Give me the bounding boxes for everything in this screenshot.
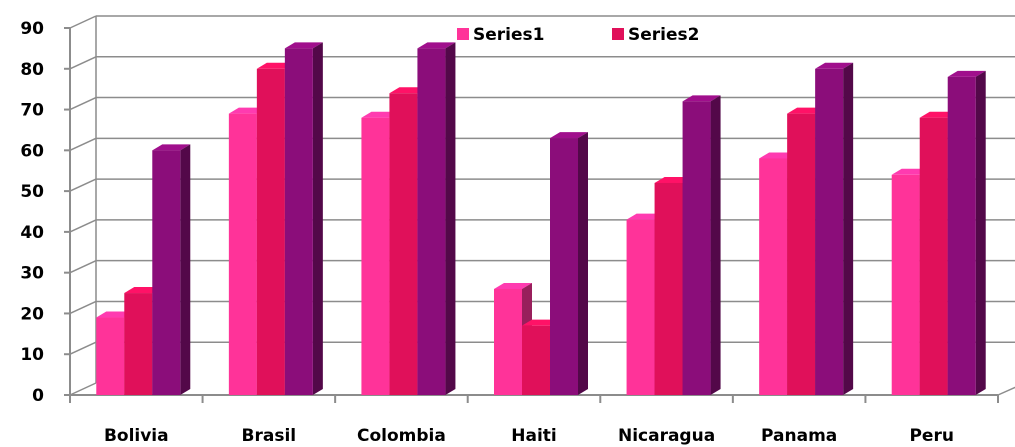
- x-tick-label: Panama: [761, 426, 837, 446]
- bar-front: [494, 288, 522, 395]
- bar-front: [124, 293, 153, 395]
- y-tick-label: 90: [20, 19, 44, 39]
- bar-front: [96, 317, 125, 395]
- bar-side: [445, 42, 456, 396]
- bar-nicaragua-3: [682, 95, 721, 396]
- bar-front: [522, 325, 550, 395]
- chart-bars: [96, 42, 986, 396]
- bar-front: [256, 68, 285, 396]
- y-tick-label: 0: [32, 386, 44, 406]
- bar-brasil-3: [284, 42, 323, 396]
- x-tick-label: Peru: [909, 426, 953, 446]
- bar-bolivia-3: [152, 144, 191, 395]
- bar-front: [919, 117, 948, 395]
- bar-haiti-3: [550, 132, 588, 395]
- y-tick-label: 80: [20, 60, 44, 80]
- y-tick-label: 10: [20, 345, 44, 365]
- bar-side: [975, 70, 986, 395]
- x-tick-label: Brasil: [242, 426, 297, 446]
- x-tick-label: Nicaragua: [618, 426, 715, 446]
- y-axis-labels: 0 10 20 30 40 50 60 70 80 90: [20, 19, 44, 406]
- bar-top: [815, 62, 854, 69]
- y-tick-label: 40: [20, 223, 44, 243]
- bar-top: [152, 144, 191, 151]
- wall-tick: [69, 341, 97, 355]
- bar-front: [152, 150, 181, 395]
- bar-front: [682, 101, 711, 396]
- bar-side: [312, 42, 323, 396]
- bar-top: [494, 282, 532, 289]
- wall-tick: [69, 259, 97, 274]
- bar-front: [626, 219, 655, 395]
- legend-label: Series2: [628, 25, 699, 45]
- bar-panama-3: [815, 62, 854, 396]
- bar-front: [759, 158, 788, 395]
- bar-front: [787, 113, 816, 395]
- legend-label: Series1: [473, 25, 544, 45]
- bar-side: [843, 62, 854, 396]
- bar-front: [228, 113, 257, 395]
- bar-top: [550, 132, 588, 139]
- y-tick-label: 50: [20, 182, 44, 202]
- wall-tick: [69, 300, 97, 315]
- x-tick-label: Bolivia: [104, 426, 169, 446]
- floor-edge: [997, 386, 1015, 396]
- bar-front: [654, 182, 683, 395]
- y-tick-label: 20: [20, 304, 44, 324]
- bar-peru-3: [947, 70, 986, 395]
- bar-colombia-3: [417, 42, 456, 396]
- y-tick-label: 60: [20, 141, 44, 161]
- wall-tick: [69, 56, 97, 70]
- bar-side: [180, 144, 191, 395]
- wall-tick: [69, 382, 97, 396]
- bar-front: [389, 93, 418, 395]
- x-axis-labels: Bolivia Brasil Colombia Haiti Nicaragua Panam…: [104, 426, 954, 446]
- wall-tick: [69, 137, 97, 152]
- x-tick-label: Colombia: [357, 426, 446, 446]
- x-tick-label: Haiti: [511, 426, 556, 446]
- bar-front: [284, 48, 313, 396]
- legend-swatch: [612, 28, 624, 40]
- bar-front: [891, 174, 920, 395]
- wall-tick: [69, 178, 97, 192]
- bar-top: [417, 42, 456, 49]
- bar-front: [815, 68, 844, 396]
- bar-side: [578, 132, 588, 395]
- bar-front: [361, 117, 390, 395]
- legend-swatch: [457, 28, 469, 40]
- wall-tick: [69, 96, 97, 111]
- bar-top: [682, 95, 721, 102]
- y-tick-label: 30: [20, 264, 44, 284]
- bar-front: [947, 76, 976, 395]
- bar-top: [947, 70, 986, 77]
- wall-tick: [69, 219, 97, 233]
- y-tick-label: 70: [20, 101, 44, 121]
- bar-top: [284, 42, 323, 49]
- bar-front: [550, 138, 578, 395]
- chart-legend: Series1 Series2: [457, 25, 699, 45]
- bar-front: [417, 48, 446, 396]
- bar-side: [710, 95, 721, 396]
- wall-tick: [69, 15, 97, 29]
